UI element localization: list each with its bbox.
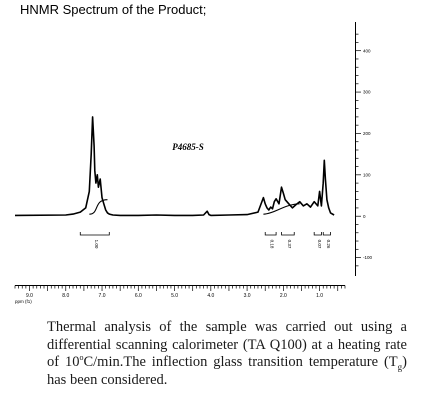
x-tick-label: 9.0 bbox=[26, 293, 33, 299]
integral-value: 0.07 bbox=[317, 240, 322, 249]
y-tick-label: 100 bbox=[363, 172, 371, 177]
x-tick-label: 2.0 bbox=[280, 293, 287, 299]
x-tick-label: 6.0 bbox=[135, 293, 142, 299]
y-tick-label: 400 bbox=[363, 48, 371, 53]
integral-bracket bbox=[313, 232, 322, 236]
integral-value: 0.18 bbox=[270, 240, 275, 249]
integral-bracket bbox=[322, 232, 331, 236]
plot-frame bbox=[15, 22, 356, 286]
x-tick-label: 8.0 bbox=[62, 293, 69, 299]
x-tick-label: 3.0 bbox=[244, 293, 251, 299]
y-tick-label: 200 bbox=[363, 131, 371, 136]
integral-bracket bbox=[281, 232, 295, 236]
x-tick-label: 4.0 bbox=[207, 293, 214, 299]
integral-bracket bbox=[264, 232, 277, 236]
page-heading: HNMR Spectrum of the Product; bbox=[20, 2, 207, 17]
caption-text-part-3: ) has been considered. bbox=[47, 354, 407, 388]
thermal-analysis-paragraph: Thermal analysis of the sample was carri… bbox=[47, 319, 407, 389]
x-axis-unit-label: ppm (f1) bbox=[15, 299, 32, 304]
sample-label: P4685-S bbox=[172, 142, 204, 152]
caption-text-part-1: Thermal analysis of the sample was carri… bbox=[47, 319, 407, 370]
integral-curve-0 bbox=[89, 199, 108, 215]
spectrum-line-0 bbox=[14, 116, 335, 217]
integral-value: 0.26 bbox=[326, 240, 331, 249]
caption-text-part-2: C/min.The inflection glass transition te… bbox=[83, 354, 398, 370]
degree-mark: o bbox=[79, 353, 84, 363]
x-tick-label: 5.0 bbox=[171, 293, 178, 299]
integral-curve-1 bbox=[263, 203, 300, 215]
y-tick-label: -100 bbox=[363, 255, 373, 260]
y-tick-label: 300 bbox=[363, 90, 371, 95]
integral-value: 0.37 bbox=[287, 240, 292, 249]
integral-bracket bbox=[79, 232, 110, 236]
integral-value: 1.00 bbox=[94, 240, 99, 249]
x-tick-label: 1.0 bbox=[316, 293, 323, 299]
y-tick-label: 0 bbox=[363, 214, 366, 219]
x-tick-label: 7.0 bbox=[99, 293, 106, 299]
tg-subscript: g bbox=[397, 361, 403, 372]
